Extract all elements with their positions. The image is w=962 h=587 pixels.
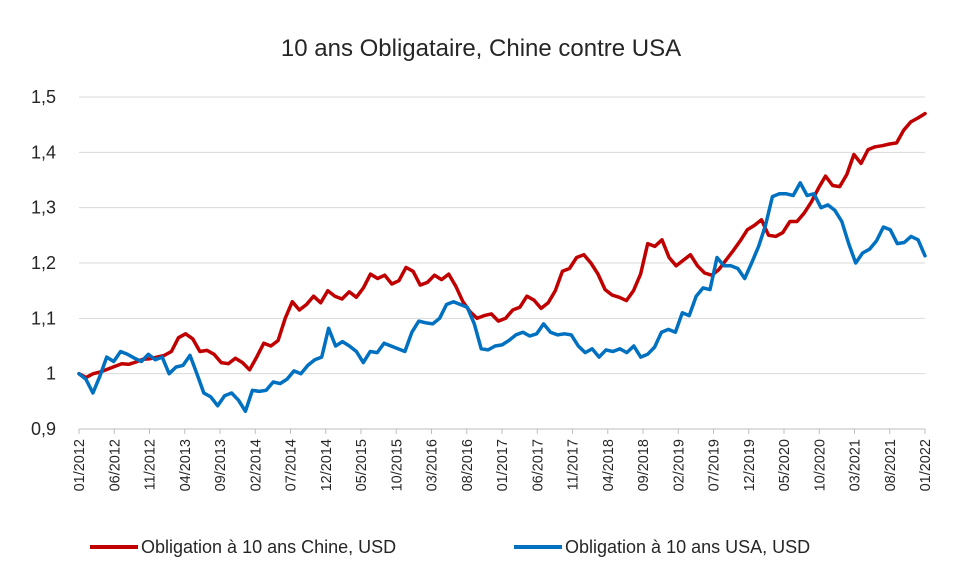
x-tick-label: 11/2012 — [143, 439, 159, 490]
legend-label-usa: Obligation à 10 ans USA, USD — [565, 537, 810, 557]
x-tick-label: 02/2014 — [248, 439, 264, 491]
x-tick-label: 06/2012 — [107, 439, 123, 491]
legend-label-china: Obligation à 10 ans Chine, USD — [141, 537, 396, 557]
x-tick-label: 02/2019 — [671, 439, 687, 491]
x-tick-label: 05/2015 — [354, 439, 370, 491]
x-tick-label: 04/2013 — [178, 439, 194, 491]
x-tick-label: 12/2014 — [319, 439, 335, 491]
y-tick-label: 1 — [46, 364, 56, 384]
y-tick-label: 0,9 — [31, 419, 56, 439]
gridlines — [79, 96, 925, 375]
series-line-usa — [77, 181, 927, 414]
y-tick-label: 1,1 — [31, 308, 56, 328]
x-tick-label: 04/2018 — [601, 439, 617, 491]
x-tick-label: 01/2017 — [495, 439, 511, 491]
x-tick-label: 03/2021 — [848, 439, 864, 491]
x-tick-label: 01/2022 — [918, 439, 934, 491]
x-tick-label: 10/2015 — [389, 439, 405, 491]
x-tick-label: 05/2020 — [777, 439, 793, 491]
x-tick-label: 07/2019 — [707, 439, 723, 491]
series-line-china — [77, 111, 927, 380]
x-tick-label: 07/2014 — [284, 439, 300, 491]
x-tick-label: 01/2012 — [72, 439, 88, 491]
y-tick-label: 1,4 — [31, 142, 56, 162]
legend: Obligation à 10 ans Chine, USD Obligatio… — [90, 537, 810, 557]
x-tick-label: 10/2020 — [812, 439, 828, 491]
x-tick-label: 09/2013 — [213, 439, 229, 491]
x-tick-label: 12/2019 — [742, 439, 758, 491]
y-tick-label: 1,3 — [31, 198, 56, 218]
y-tick-label: 1,5 — [31, 87, 56, 107]
x-tick-label: 08/2016 — [460, 439, 476, 491]
x-tick-label: 03/2016 — [425, 439, 441, 491]
x-tick-label: 08/2021 — [883, 439, 899, 491]
x-tick-label: 11/2017 — [566, 439, 582, 490]
chart-title: 10 ans Obligataire, Chine contre USA — [281, 35, 681, 62]
x-tick-label: 09/2018 — [636, 439, 652, 491]
series-lines — [77, 111, 927, 414]
x-axis-ticks: 01/2012 06/2012 11/2012 04/2013 09/2013 02/20… — [72, 429, 934, 491]
x-tick-label: 06/2017 — [530, 439, 546, 491]
y-axis-ticks: 0,9 1 1,1 1,2 1,3 1,4 1,5 — [31, 87, 56, 439]
y-tick-label: 1,2 — [31, 253, 56, 273]
